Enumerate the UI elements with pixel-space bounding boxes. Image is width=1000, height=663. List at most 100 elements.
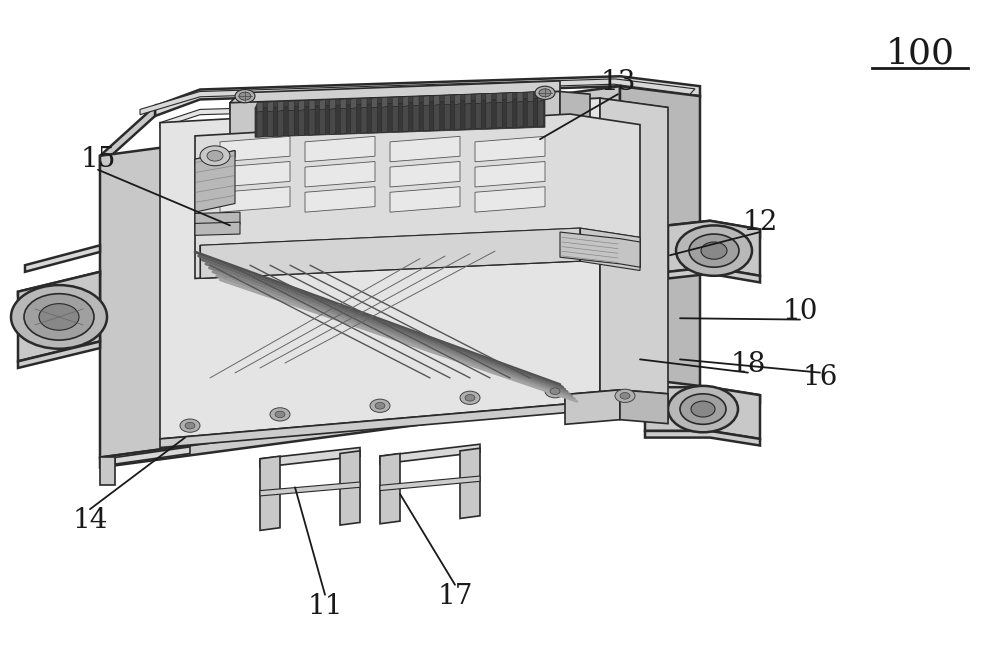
Polygon shape xyxy=(340,108,346,134)
Polygon shape xyxy=(260,448,360,467)
Polygon shape xyxy=(257,111,263,137)
Polygon shape xyxy=(465,94,471,104)
Polygon shape xyxy=(100,106,155,166)
Polygon shape xyxy=(18,272,100,361)
Polygon shape xyxy=(351,108,357,134)
Polygon shape xyxy=(267,101,273,111)
Polygon shape xyxy=(288,101,294,111)
Polygon shape xyxy=(413,105,419,131)
Polygon shape xyxy=(392,106,398,132)
Polygon shape xyxy=(538,91,544,101)
Polygon shape xyxy=(390,187,460,212)
Circle shape xyxy=(676,225,752,276)
Circle shape xyxy=(550,388,560,394)
Polygon shape xyxy=(475,187,545,212)
Polygon shape xyxy=(475,162,545,187)
Polygon shape xyxy=(560,232,640,267)
Polygon shape xyxy=(195,212,240,225)
Polygon shape xyxy=(361,107,367,133)
Circle shape xyxy=(275,411,285,418)
Polygon shape xyxy=(371,97,377,107)
Polygon shape xyxy=(140,79,695,115)
Circle shape xyxy=(535,86,555,99)
Polygon shape xyxy=(507,102,513,128)
Polygon shape xyxy=(600,98,668,410)
Polygon shape xyxy=(380,453,400,524)
Polygon shape xyxy=(319,99,325,109)
Polygon shape xyxy=(565,390,668,401)
Polygon shape xyxy=(645,387,760,439)
Polygon shape xyxy=(267,111,273,137)
Polygon shape xyxy=(299,110,305,136)
Polygon shape xyxy=(160,98,600,439)
Polygon shape xyxy=(195,151,235,212)
Polygon shape xyxy=(444,95,450,105)
Polygon shape xyxy=(25,245,100,272)
Circle shape xyxy=(270,408,290,421)
Polygon shape xyxy=(434,105,440,131)
Polygon shape xyxy=(403,106,409,132)
Polygon shape xyxy=(423,105,429,131)
Polygon shape xyxy=(309,109,315,135)
Polygon shape xyxy=(220,137,290,162)
Circle shape xyxy=(615,389,635,402)
Circle shape xyxy=(235,90,255,103)
Text: 16: 16 xyxy=(802,365,838,391)
Polygon shape xyxy=(361,98,367,108)
Circle shape xyxy=(680,394,726,424)
Polygon shape xyxy=(560,91,590,131)
Text: 13: 13 xyxy=(600,70,636,96)
Circle shape xyxy=(701,242,727,259)
Circle shape xyxy=(465,394,475,401)
Circle shape xyxy=(200,146,230,166)
Polygon shape xyxy=(565,390,620,424)
Polygon shape xyxy=(100,457,115,485)
Polygon shape xyxy=(319,109,325,135)
Circle shape xyxy=(620,392,630,399)
Polygon shape xyxy=(668,221,760,237)
Polygon shape xyxy=(305,137,375,162)
Polygon shape xyxy=(455,104,461,130)
Polygon shape xyxy=(260,482,360,496)
Polygon shape xyxy=(160,98,668,128)
Polygon shape xyxy=(668,267,760,282)
Polygon shape xyxy=(527,101,533,127)
Polygon shape xyxy=(645,431,760,446)
Polygon shape xyxy=(668,221,760,276)
Polygon shape xyxy=(486,93,492,103)
Polygon shape xyxy=(380,476,480,491)
Circle shape xyxy=(689,234,739,267)
Polygon shape xyxy=(195,222,240,235)
Circle shape xyxy=(180,419,200,432)
Polygon shape xyxy=(200,228,580,278)
Polygon shape xyxy=(305,162,375,187)
Polygon shape xyxy=(392,97,398,107)
Polygon shape xyxy=(340,451,360,525)
Circle shape xyxy=(375,402,385,409)
Text: 11: 11 xyxy=(307,593,343,620)
Text: 17: 17 xyxy=(437,583,473,610)
Polygon shape xyxy=(278,111,284,137)
Polygon shape xyxy=(288,110,294,136)
Polygon shape xyxy=(475,103,481,129)
Polygon shape xyxy=(260,456,280,530)
Circle shape xyxy=(545,385,565,398)
Polygon shape xyxy=(195,151,235,166)
Polygon shape xyxy=(330,99,336,109)
Polygon shape xyxy=(220,187,290,212)
Polygon shape xyxy=(382,107,388,133)
Polygon shape xyxy=(115,447,190,464)
Polygon shape xyxy=(255,91,545,109)
Polygon shape xyxy=(600,379,760,403)
Polygon shape xyxy=(195,114,640,278)
Polygon shape xyxy=(340,99,346,109)
Polygon shape xyxy=(475,137,545,162)
Circle shape xyxy=(668,386,738,432)
Polygon shape xyxy=(390,137,460,162)
Polygon shape xyxy=(309,100,315,110)
Circle shape xyxy=(39,304,79,330)
Polygon shape xyxy=(220,162,290,187)
Polygon shape xyxy=(444,104,450,130)
Circle shape xyxy=(691,401,715,417)
Polygon shape xyxy=(100,388,700,467)
